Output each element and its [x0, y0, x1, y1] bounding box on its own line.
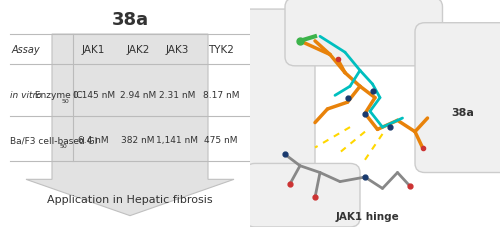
Text: 8.17 nM: 8.17 nM [203, 91, 239, 100]
Text: JAK2: JAK2 [126, 45, 150, 55]
FancyBboxPatch shape [285, 0, 442, 66]
Text: 50: 50 [60, 144, 67, 149]
Text: 2.94 nM: 2.94 nM [120, 91, 156, 100]
Text: TYK2: TYK2 [208, 45, 234, 55]
Text: 38a: 38a [112, 11, 148, 29]
Text: JAK1 hinge: JAK1 hinge [336, 212, 400, 222]
Text: 2.31 nM: 2.31 nM [158, 91, 195, 100]
Text: Application in Hepatic fibrosis: Application in Hepatic fibrosis [47, 195, 213, 205]
Text: Ba/F3 cell-based GI: Ba/F3 cell-based GI [10, 136, 98, 145]
Text: 475 nM: 475 nM [204, 136, 238, 145]
FancyBboxPatch shape [415, 23, 500, 173]
Text: 6.4 nM: 6.4 nM [78, 136, 109, 145]
Text: 0.145 nM: 0.145 nM [72, 91, 114, 100]
Text: Assay: Assay [12, 45, 40, 55]
FancyBboxPatch shape [240, 9, 315, 191]
Text: 1,141 nM: 1,141 nM [156, 136, 198, 145]
Text: JAK1: JAK1 [82, 45, 106, 55]
Polygon shape [26, 34, 234, 216]
Text: JAK3: JAK3 [165, 45, 188, 55]
Text: in vitro: in vitro [10, 91, 42, 100]
Text: 38a: 38a [451, 109, 474, 118]
FancyBboxPatch shape [245, 163, 360, 227]
Text: 50: 50 [61, 99, 69, 104]
Text: 382 nM: 382 nM [121, 136, 154, 145]
Text: Enzyme IC: Enzyme IC [32, 91, 83, 100]
